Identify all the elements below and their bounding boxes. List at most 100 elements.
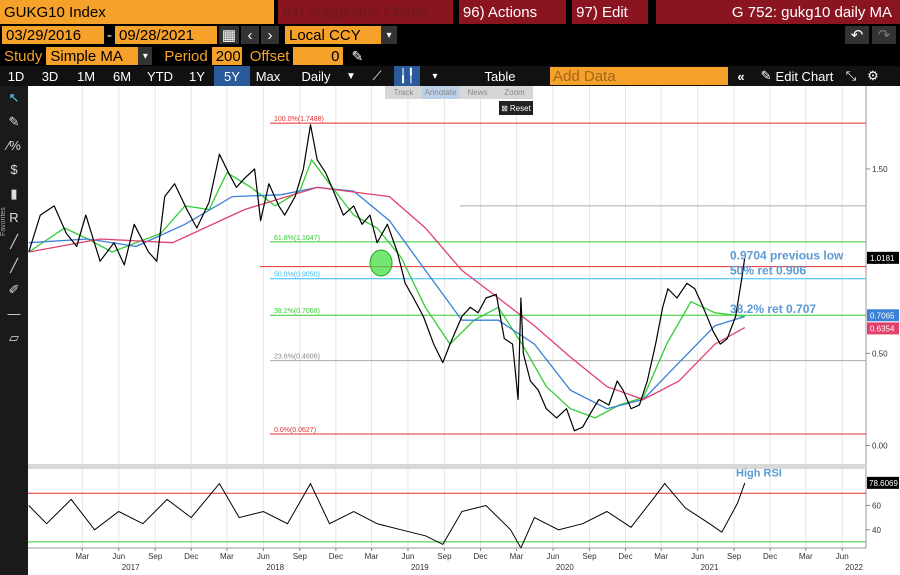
calendar-icon[interactable]: ▦ [219,26,239,44]
period-button-1y[interactable]: 1Y [189,68,205,84]
fib-lines: 100.0%(1.7488) 61.8%(1.1047) 50.0%(0.9050)… [260,116,866,435]
edit-chart-button[interactable]: ✎ Edit Chart [754,66,840,86]
pencil-icon[interactable]: ✎ [351,47,364,64]
rsi-tick-label: 60 [872,501,881,510]
fib-level-label: 23.6%(0.4606) [274,354,320,361]
period-button-1d[interactable]: 1D [7,68,25,84]
suggested-charts-button[interactable]: 94) Suggested Charts [278,0,453,24]
chart-area[interactable]: ↖ ✎ ∕% $ ▮ R ╱ ╱ ✐ — ▱ 100.0%(1.7488) 61.8%(1.1047)… [0,86,900,575]
ma-series-ma_long [28,186,746,401]
chart-annotation: 0.9704 previous low [730,249,844,263]
end-date-field[interactable]: 09/28/2021 [115,26,217,44]
prev-range-button[interactable]: ‹ [241,26,259,44]
period-input[interactable]: 200 [211,47,242,65]
percent-icon[interactable]: ∕% [4,138,21,153]
price-line-group [28,124,746,432]
table-button[interactable]: Table [484,68,516,84]
rsi-tick-label: 40 [872,526,881,535]
currency-select[interactable]: Local CCY [285,26,381,44]
offset-input[interactable]: 0 [293,47,344,65]
line-tool-icon[interactable]: ╱ [9,233,19,250]
chart-type-dropdown-icon[interactable]: ▾ [432,70,438,82]
x-tick-label: Mar [654,552,668,561]
y-tick-label: 0.00 [872,442,888,451]
chart-annotation: 50% ret 0.906 [730,263,806,277]
currency-dropdown-icon[interactable]: ▾ [381,26,397,44]
popup-item-zoom[interactable]: Zoom [496,86,533,99]
study-select[interactable]: Simple MA [46,47,139,65]
period-button-3d[interactable]: 3D [41,68,59,84]
x-year-label: 2021 [701,563,719,572]
x-axis: Mar Jun Sep Dec Mar Jun Sep Dec Mar Jun Sep Dec Mar J… [75,548,864,572]
add-data-input[interactable]: Add Data [550,67,728,85]
offset-label: Offset [249,47,290,65]
fib-level-label: 38.2%(0.7068) [274,308,320,315]
cursor-icon[interactable]: ↖ [9,90,20,105]
period-button-max[interactable]: Max [255,68,281,84]
rsi-series [28,482,746,550]
study-label: Study [4,47,43,65]
popup-item-track[interactable]: Track [385,86,422,99]
period-button-ytd[interactable]: YTD [147,68,173,84]
drawing-tools: ↖ ✎ ∕% $ ▮ R ╱ ╱ ✐ — ▱ [4,90,21,345]
x-tick-label: Jun [836,552,849,561]
chart-svg[interactable]: ↖ ✎ ∕% $ ▮ R ╱ ╱ ✐ — ▱ 100.0%(1.7488) 61.8%(1.1047)… [0,86,900,575]
last-value-label: 0.6354 [870,324,895,333]
reset-icon: ⊠ [501,103,508,113]
x-tick-label: Dec [473,552,487,561]
last-value-label: 1.0181 [870,254,895,263]
rsi-annotation: High RSI [736,467,782,479]
last-value-badge [867,322,899,335]
hline-icon[interactable]: — [8,306,21,321]
collapse-icon[interactable]: « [737,68,745,84]
bars-icon[interactable]: ▮ [10,186,17,201]
undo-icon[interactable]: ↶ [845,26,869,44]
fib-level-label: 100.0%(1.7488) [274,116,324,123]
dollar-icon[interactable]: $ [10,162,18,177]
candlestick-icon[interactable]: ╽╿ [394,66,420,86]
resize-icon[interactable]: ⤡ [845,68,857,83]
ruler-icon[interactable]: ▱ [9,330,19,345]
period-button-5y[interactable]: 5Y [214,66,250,86]
fib-level-label: 50.0%(0.9050) [274,272,320,279]
rsi-icon[interactable]: R [9,210,18,225]
reset-label: Reset [509,103,531,113]
y-tick-label: 0.50 [872,349,888,358]
actions-menu[interactable]: 96) Actions [458,0,567,24]
line-chart-icon[interactable]: ⟋ [372,68,382,83]
main-grid [81,86,843,548]
ticker-field[interactable]: GUKG10 Index [0,0,275,24]
favorites-side-label: Favorites [0,196,10,236]
period-button-1m[interactable]: 1M [76,68,96,84]
edit-chart-label: Edit Chart [775,68,834,84]
gear-icon[interactable]: ⚙ [867,68,879,83]
period-button-6m[interactable]: 6M [112,68,132,84]
pencil-icon[interactable]: ✎ [9,114,20,129]
x-year-label: 2022 [845,563,863,572]
fib-level-label: 0.0%(0.0627) [274,427,316,434]
frequency-select[interactable]: Daily [301,68,331,84]
draw-icon[interactable]: ✐ [9,282,20,297]
x-tick-label: Sep [148,552,163,561]
x-tick-label: Jun [257,552,270,561]
frequency-dropdown-icon[interactable]: ▼ [346,70,356,82]
study-dropdown-icon[interactable]: ▾ [138,47,153,65]
chart-tools-popup: Track Annotate News Zoom ⊠ Reset [385,86,533,116]
next-range-button[interactable]: › [261,26,279,44]
x-tick-label: Sep [727,552,742,561]
edit-menu[interactable]: 97) Edit [572,0,648,24]
x-tick-label: Sep [437,552,452,561]
fib-level-label: 61.8%(1.1047) [274,235,320,242]
price-series [28,124,746,432]
date-separator: - [107,26,112,44]
pane-divider[interactable] [28,464,866,469]
start-date-field[interactable]: 03/29/2016 [2,26,104,44]
redo-icon[interactable]: ↷ [872,26,896,44]
x-year-label: 2018 [266,563,284,572]
x-year-label: 2020 [556,563,574,572]
popup-item-annotate[interactable]: Annotate [422,86,459,99]
trend-icon[interactable]: ╱ [9,257,19,274]
highlight-circle [369,249,393,277]
reset-button[interactable]: ⊠ Reset [499,101,533,115]
popup-item-news[interactable]: News [459,86,496,99]
